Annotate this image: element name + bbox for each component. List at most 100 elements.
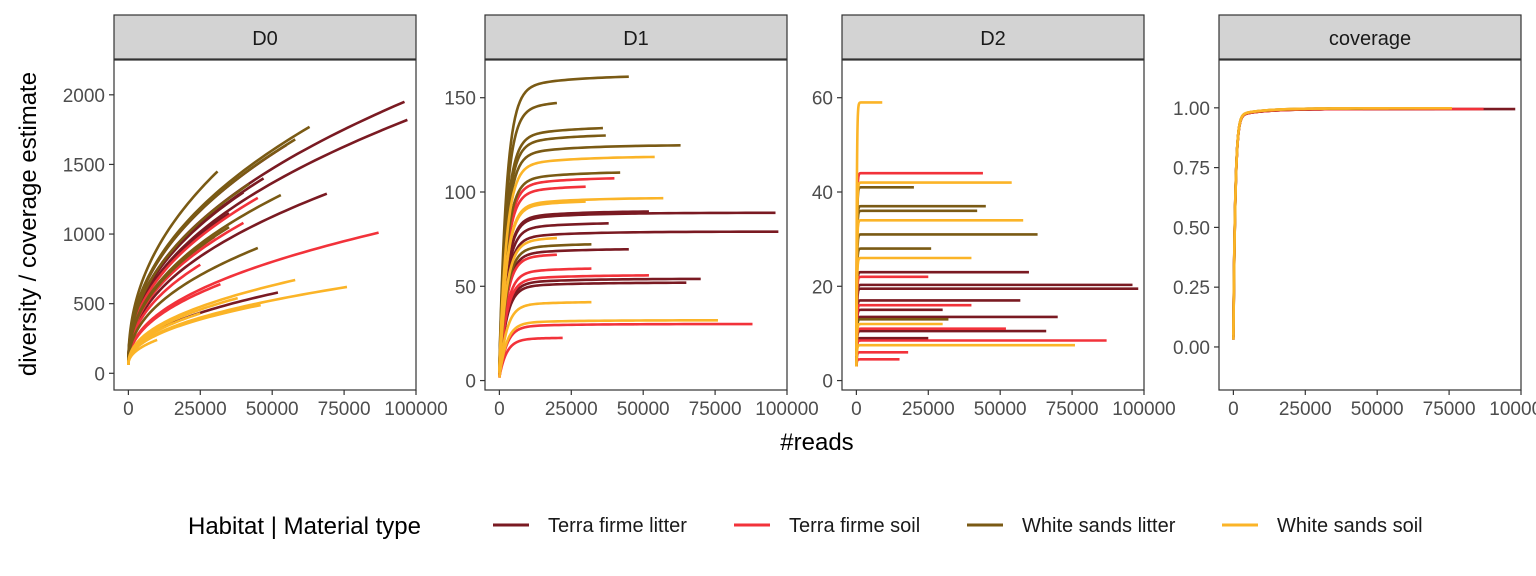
series-line — [1232, 107, 1484, 338]
x-tick-label: 50000 — [617, 399, 670, 420]
series-line — [855, 270, 1029, 359]
y-tick-label: 0.00 — [1173, 338, 1210, 359]
x-tick-label: 0 — [851, 399, 862, 420]
series-line — [1232, 107, 1363, 333]
facet-label: coverage — [1329, 28, 1411, 50]
legend-label: Terra firme litter — [548, 515, 687, 537]
series-line — [855, 171, 983, 340]
facet-strip — [841, 14, 1145, 60]
y-tick-label: 0.25 — [1173, 278, 1210, 299]
legend-items: Terra firme litter Terra firme soil White … — [493, 515, 1423, 537]
y-tick-label: 20 — [812, 277, 833, 298]
series-line — [855, 204, 986, 346]
series-line — [855, 315, 1058, 367]
x-tick-label: 25000 — [902, 399, 955, 420]
series-line — [855, 358, 900, 368]
series-line — [1232, 107, 1435, 336]
y-tick-label: 50 — [455, 277, 476, 298]
x-tick-label: 0 — [1228, 399, 1239, 420]
legend: Habitat | Material type Terra firme litt… — [188, 513, 1423, 540]
x-tick-label: 0 — [123, 399, 134, 420]
series-line — [127, 225, 230, 365]
y-tick-label: 1.00 — [1173, 99, 1210, 120]
series-line — [498, 236, 557, 375]
series-line — [855, 256, 972, 357]
panel-D2: D2 0 20 40 60 0 25000 50000 75000 100000 — [812, 14, 1176, 420]
series-line — [498, 322, 753, 379]
panel-border — [484, 59, 788, 391]
legend-title: Habitat | Material type — [188, 513, 421, 540]
panel-D1: D1 0 50 100 150 0 25000 50000 75000 100000 — [444, 14, 819, 420]
y-tick-label: 150 — [444, 89, 476, 110]
panel-border — [1218, 59, 1522, 391]
series-line — [1232, 107, 1363, 331]
panel-D0: D0 0 500 1000 1500 2000 0 25000 50000 75000 100000 — [63, 14, 448, 420]
y-tick-label: 0 — [465, 372, 476, 393]
x-tick-label: 75000 — [318, 399, 371, 420]
series-line — [855, 218, 1024, 349]
series-line — [855, 343, 1075, 367]
y-tick-label: 60 — [812, 89, 833, 110]
facet-label: D1 — [623, 28, 649, 50]
series-line — [855, 209, 978, 347]
x-tick-label: 50000 — [974, 399, 1027, 420]
legend-label: Terra firme soil — [789, 515, 920, 537]
y-tick-label: 1000 — [63, 225, 105, 246]
x-tick-label: 100000 — [755, 399, 818, 420]
series-line — [855, 233, 1038, 352]
series-line — [498, 318, 718, 379]
series-line — [855, 101, 883, 325]
x-tick-label: 25000 — [1279, 399, 1332, 420]
x-tick-label: 25000 — [545, 399, 598, 420]
y-tick-label: 0 — [822, 372, 833, 393]
legend-label: White sands litter — [1022, 515, 1176, 537]
series-line — [855, 329, 1047, 367]
series-line — [855, 283, 1133, 362]
series-line — [855, 322, 943, 367]
x-tick-label: 50000 — [1351, 399, 1404, 420]
series-line — [498, 155, 655, 371]
y-tick-label: 1500 — [63, 155, 105, 176]
y-tick-label: 0 — [94, 364, 105, 385]
legend-item: Terra firme soil — [734, 515, 920, 537]
x-tick-label: 100000 — [1112, 399, 1175, 420]
legend-item: Terra firme litter — [493, 515, 687, 537]
y-tick-label: 0.50 — [1173, 218, 1210, 239]
x-tick-label: 75000 — [689, 399, 742, 420]
panel-border — [113, 59, 417, 391]
series-line — [855, 317, 949, 367]
series-lines — [498, 75, 779, 379]
series-lines — [127, 100, 408, 366]
series-line — [855, 327, 1006, 367]
series-line — [498, 281, 687, 377]
y-axis-title: diversity / coverage estimate — [15, 72, 42, 376]
facet-strip — [1218, 14, 1522, 60]
series-line — [127, 338, 158, 366]
y-tick-label: 0.75 — [1173, 159, 1210, 180]
facet-strip — [113, 14, 417, 60]
y-tick-label: 2000 — [63, 86, 105, 107]
legend-item: White sands litter — [967, 515, 1176, 537]
panel-coverage: coverage 0.00 0.25 0.50 0.75 1.00 0 25000 50000 7… — [1173, 14, 1536, 420]
series-line — [498, 247, 629, 376]
x-tick-label: 75000 — [1046, 399, 1099, 420]
y-tick-label: 40 — [812, 183, 833, 204]
facet-label: D0 — [252, 28, 278, 50]
series-lines — [1232, 107, 1516, 340]
series-lines — [855, 101, 1139, 368]
legend-item: White sands soil — [1222, 515, 1423, 537]
facet-strip — [484, 14, 788, 60]
x-tick-label: 0 — [494, 399, 505, 420]
panel-border — [841, 59, 1145, 391]
x-tick-label: 100000 — [384, 399, 447, 420]
series-line — [855, 303, 972, 366]
x-axis-title: #reads — [780, 429, 853, 456]
series-line — [855, 339, 1107, 367]
legend-label: White sands soil — [1277, 515, 1423, 537]
x-tick-label: 100000 — [1489, 399, 1536, 420]
series-line — [1232, 107, 1415, 338]
x-tick-label: 25000 — [174, 399, 227, 420]
series-line — [1232, 107, 1516, 340]
